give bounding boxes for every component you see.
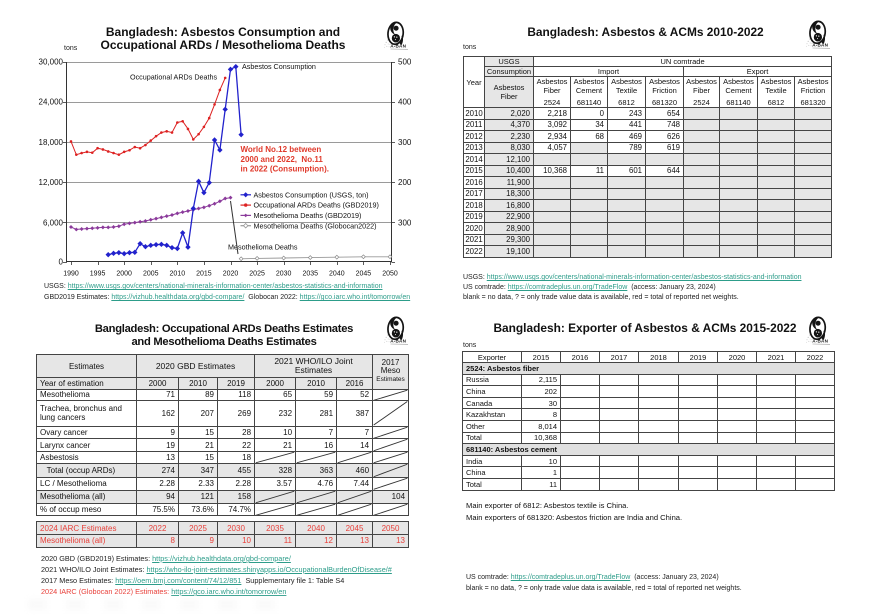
- svg-text:2025: 2025: [249, 271, 265, 278]
- svg-text:2045: 2045: [356, 271, 372, 278]
- svg-text:500: 500: [398, 58, 412, 67]
- svg-text:2005: 2005: [143, 271, 159, 278]
- svg-text:200: 200: [398, 178, 412, 187]
- svg-text:18,000: 18,000: [39, 138, 64, 147]
- svg-text:400: 400: [398, 98, 412, 107]
- svg-text:24,000: 24,000: [39, 98, 64, 107]
- svg-text:6,000: 6,000: [43, 218, 64, 227]
- svg-text:Mesothelioma Deaths: Mesothelioma Deaths: [228, 243, 298, 252]
- svg-text:2010: 2010: [170, 271, 186, 278]
- svg-text:2040: 2040: [329, 271, 345, 278]
- svg-text:2000: 2000: [116, 271, 132, 278]
- svg-text:tons: tons: [64, 45, 78, 52]
- svg-text:12,000: 12,000: [39, 178, 64, 187]
- svg-text:A-BAN: A-BAN: [390, 44, 406, 49]
- svg-text:Mesothelioma Deaths (GBD2019): Mesothelioma Deaths (GBD2019): [254, 211, 362, 220]
- svg-text:2035: 2035: [302, 271, 318, 278]
- svg-text:2020: 2020: [223, 271, 239, 278]
- svg-text:2015: 2015: [196, 271, 212, 278]
- svg-text:1995: 1995: [90, 271, 106, 278]
- svg-text:1990: 1990: [63, 271, 79, 278]
- svg-text:300: 300: [398, 218, 412, 227]
- svg-text:300: 300: [398, 138, 412, 147]
- svg-text:A-BAN: A-BAN: [812, 43, 828, 48]
- svg-text:0: 0: [59, 258, 64, 267]
- svg-text:Asbestos Consumption: Asbestos Consumption: [242, 62, 316, 71]
- svg-text:30,000: 30,000: [39, 58, 64, 67]
- svg-text:Occupational ARDs Deaths (GBD2: Occupational ARDs Deaths (GBD2019): [254, 201, 379, 210]
- svg-text:in 2022 (Consumption).: in 2022 (Consumption).: [241, 165, 329, 174]
- svg-text:Asbestos Consumption (USGS, to: Asbestos Consumption (USGS, ton): [254, 190, 369, 199]
- svg-text:A-BAN: A-BAN: [812, 339, 828, 344]
- svg-text:2000 and 2022, No.11: 2000 and 2022, No.11: [241, 155, 324, 164]
- svg-text:World No.12 between: World No.12 between: [241, 145, 322, 154]
- svg-text:Mesothelioma Deaths (Globocan2: Mesothelioma Deaths (Globocan2022): [254, 221, 377, 230]
- svg-text:2030: 2030: [276, 271, 292, 278]
- svg-text:A-BAN: A-BAN: [390, 339, 406, 344]
- svg-text:2050: 2050: [382, 271, 398, 278]
- svg-text:Occupational ARDs Deaths: Occupational ARDs Deaths: [130, 73, 217, 82]
